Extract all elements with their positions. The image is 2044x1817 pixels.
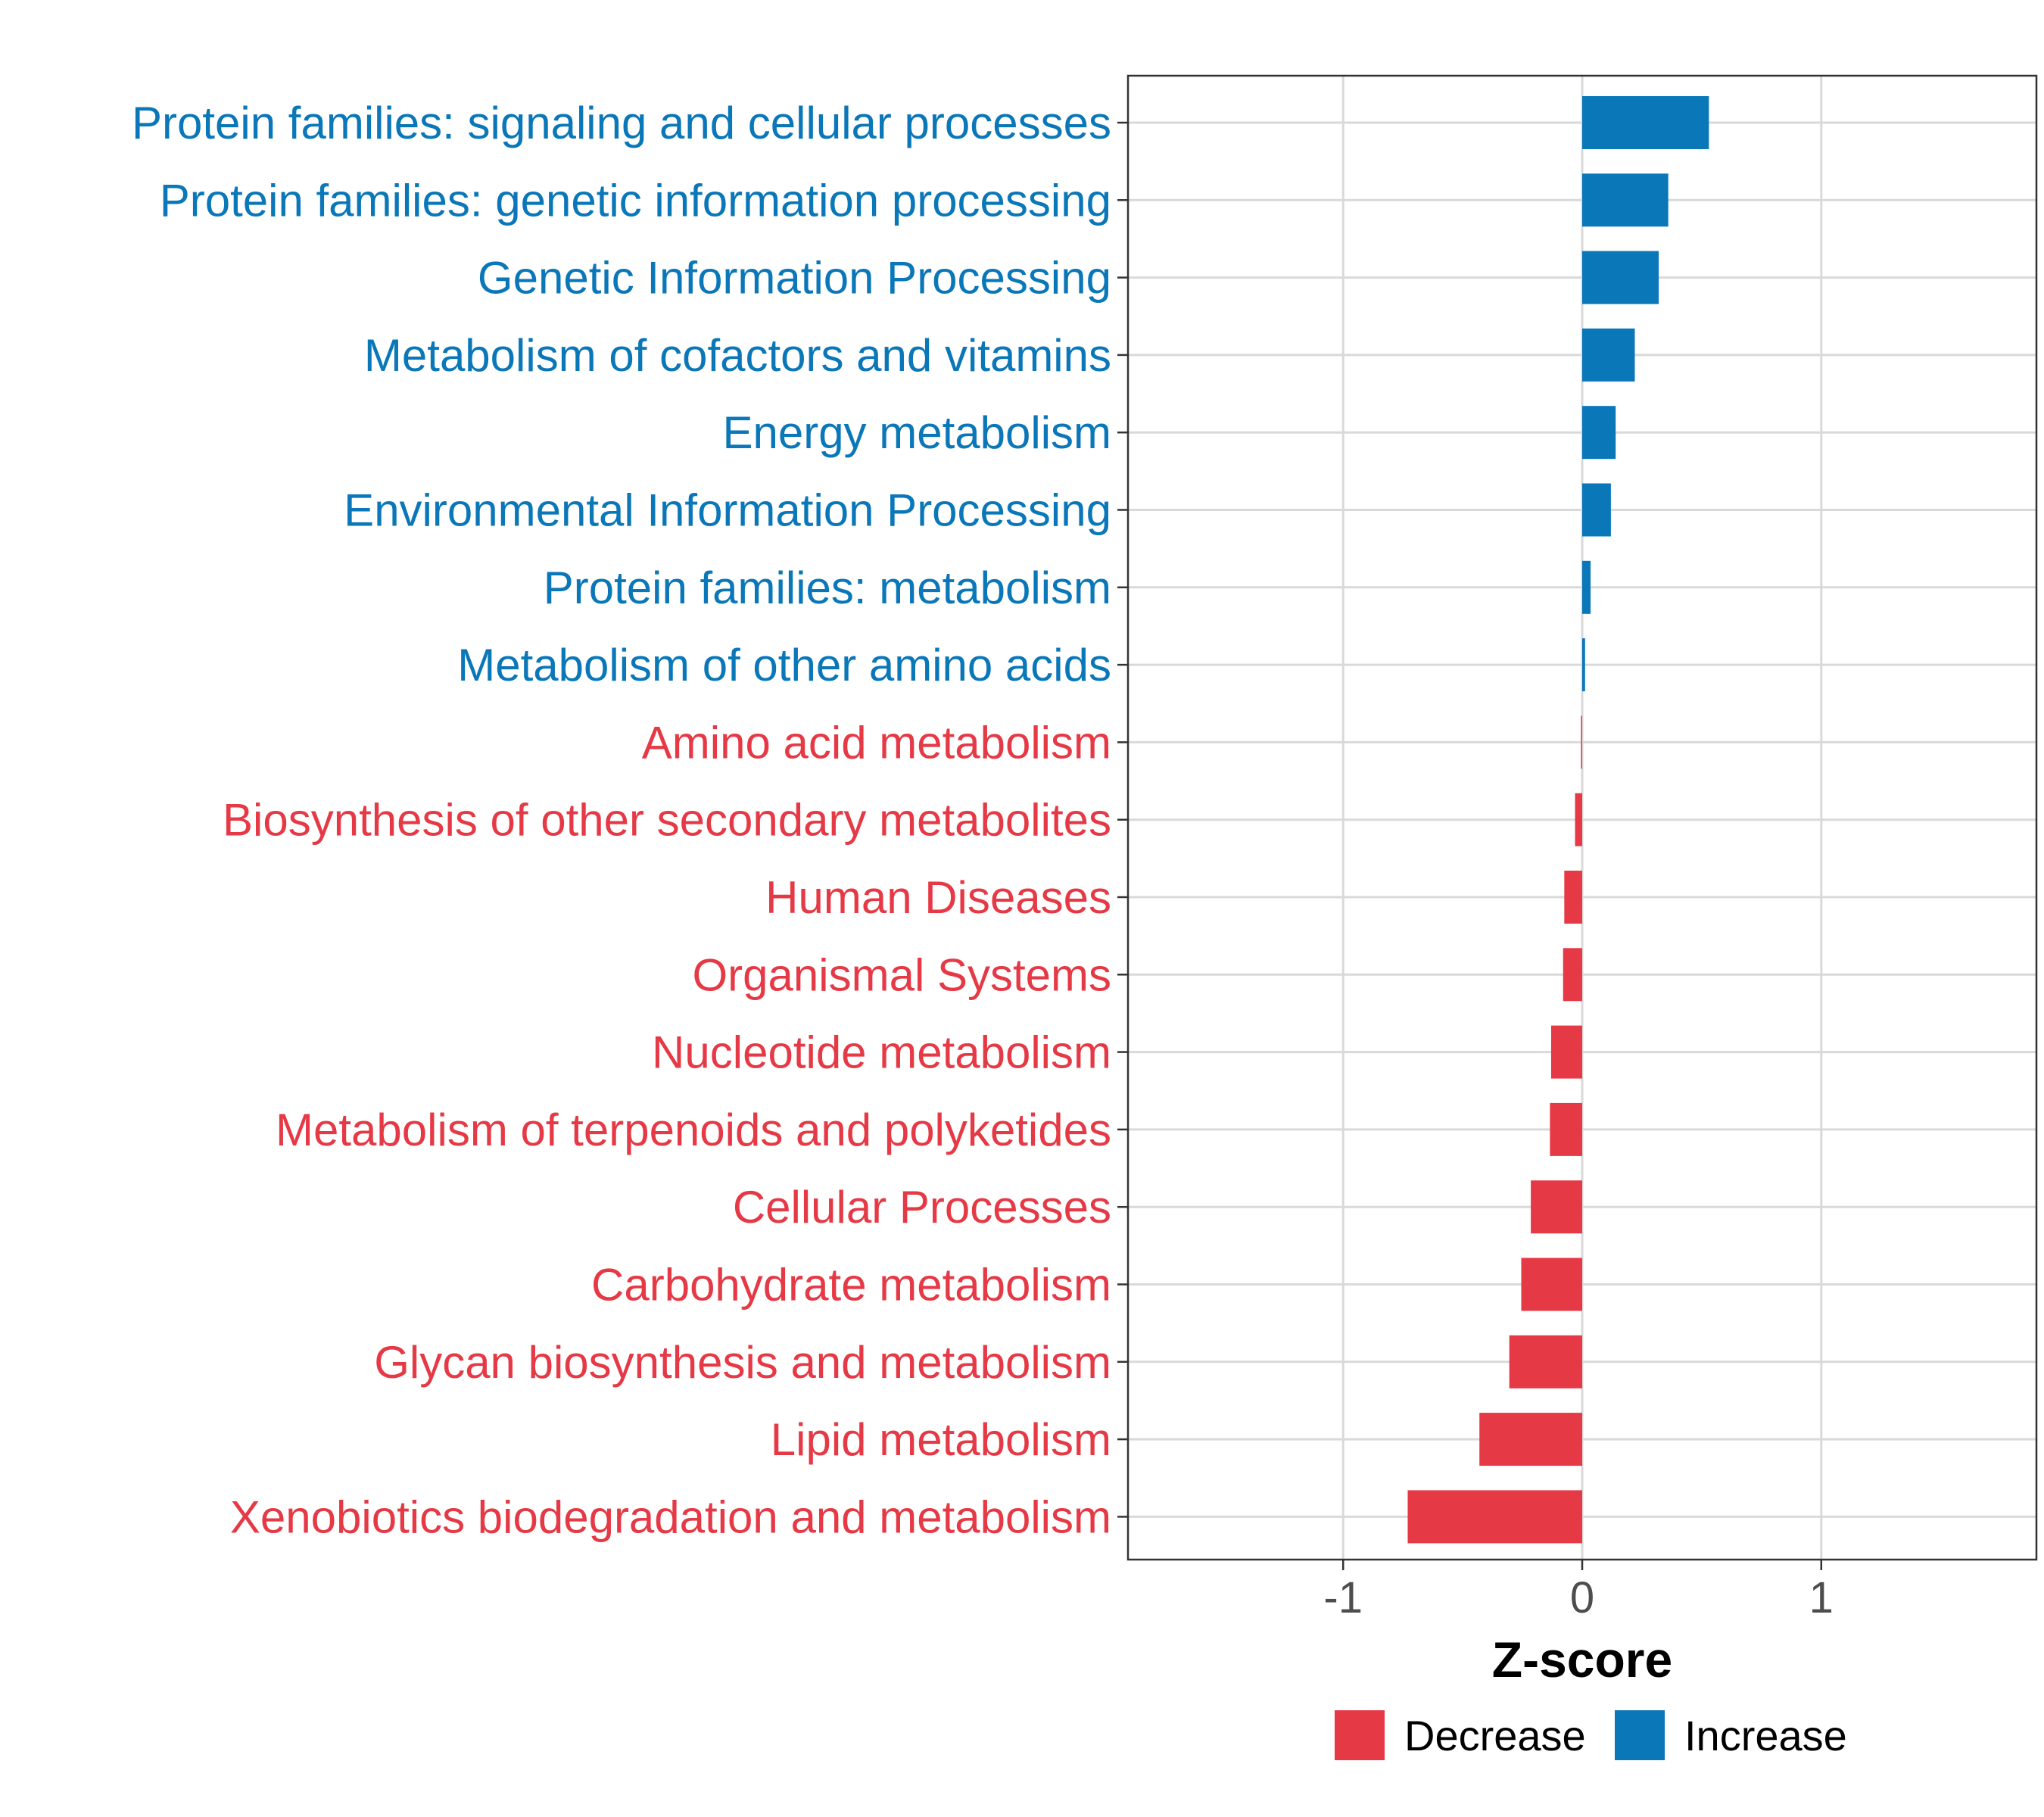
- category-label: Nucleotide metabolism: [652, 1027, 1111, 1078]
- category-label: Cellular Processes: [733, 1182, 1111, 1233]
- category-label: Glycan biosynthesis and metabolism: [374, 1337, 1111, 1388]
- bar: [1582, 483, 1611, 537]
- category-label: Environmental Information Processing: [344, 485, 1111, 536]
- bar: [1582, 251, 1659, 304]
- category-label: Metabolism of cofactors and vitamins: [364, 330, 1111, 381]
- x-tick-label: 1: [1809, 1573, 1834, 1622]
- legend: Decrease Increase: [1335, 1710, 1847, 1760]
- legend-label: Decrease: [1404, 1712, 1586, 1759]
- x-axis-title: Z-score: [1492, 1632, 1672, 1688]
- category-label: Energy metabolism: [722, 407, 1111, 458]
- category-label: Protein families: signaling and cellular…: [132, 98, 1111, 148]
- x-tick-label: 0: [1570, 1573, 1594, 1622]
- bar: [1509, 1335, 1582, 1388]
- legend-key: [1335, 1710, 1385, 1760]
- bar: [1550, 1102, 1582, 1156]
- category-label: Organismal Systems: [693, 949, 1111, 1000]
- bar: [1582, 173, 1669, 227]
- category-label: Metabolism of other amino acids: [457, 640, 1111, 690]
- bar: [1581, 715, 1582, 769]
- category-label: Protein families: metabolism: [544, 563, 1111, 613]
- bar: [1582, 328, 1635, 382]
- bar: [1563, 948, 1582, 1002]
- x-tick-label: -1: [1323, 1573, 1363, 1622]
- legend-label: Increase: [1684, 1712, 1847, 1759]
- category-label: Genetic Information Processing: [478, 253, 1111, 304]
- bar: [1575, 793, 1582, 846]
- bar: [1521, 1258, 1582, 1311]
- bar: [1582, 406, 1616, 460]
- bar-layer: [1407, 96, 1709, 1544]
- bar: [1479, 1413, 1582, 1466]
- bar: [1582, 638, 1585, 692]
- category-label: Carbohydrate metabolism: [591, 1260, 1111, 1311]
- category-label: Amino acid metabolism: [642, 717, 1111, 768]
- category-label: Human Diseases: [765, 872, 1111, 923]
- bar: [1564, 871, 1582, 924]
- legend-key: [1615, 1710, 1665, 1760]
- category-label: Protein families: genetic information pr…: [160, 175, 1111, 226]
- category-label: Lipid metabolism: [771, 1414, 1111, 1465]
- category-label: Xenobiotics biodegradation and metabolis…: [230, 1491, 1111, 1542]
- bar: [1407, 1490, 1582, 1544]
- category-label: Metabolism of terpenoids and polyketides: [276, 1105, 1111, 1155]
- category-labels: Protein families: signaling and cellular…: [132, 98, 1128, 1542]
- bar: [1582, 96, 1709, 149]
- x-axis-ticks: -1 0 1: [1323, 1560, 1834, 1622]
- bar: [1550, 1025, 1582, 1079]
- bar: [1582, 560, 1591, 614]
- category-label: Biosynthesis of other secondary metaboli…: [223, 795, 1111, 846]
- bar: [1531, 1180, 1582, 1234]
